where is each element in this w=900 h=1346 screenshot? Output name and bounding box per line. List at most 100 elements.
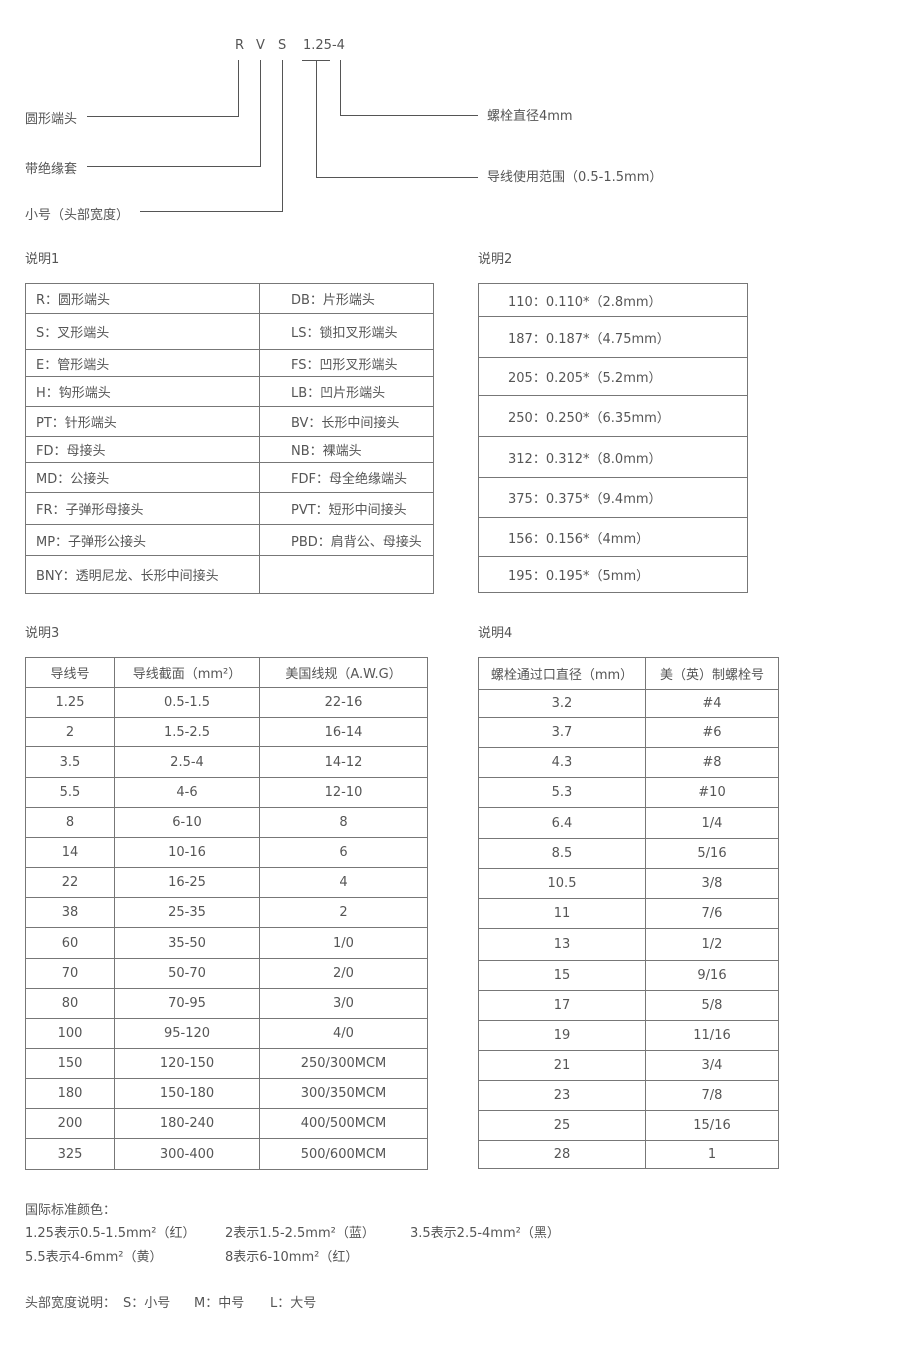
table-cell: 60 — [25, 927, 115, 959]
table-row: 200 180-240 400/500MCM — [25, 1108, 428, 1139]
table-row: PT：针形端头 BV：长形中间接头 — [25, 406, 434, 437]
table-cell: 400/500MCM — [259, 1108, 428, 1139]
section4-title: 说明4 — [478, 626, 513, 641]
table-row: 180 150-180 300/350MCM — [25, 1078, 428, 1109]
table-row: 17 5/8 — [478, 990, 779, 1021]
table-cell: 8.5 — [478, 838, 646, 869]
label-wire-range: 导线使用范围（0.5-1.5mm） — [487, 170, 663, 185]
table-cell: 0.5-1.5 — [114, 687, 260, 718]
table-cell: 70 — [25, 958, 115, 989]
table-row: 312：0.312*（8.0mm） — [478, 436, 748, 478]
table-cell: 17 — [478, 990, 646, 1021]
table-cell: 11/16 — [645, 1020, 779, 1051]
table-row: 14 10-16 6 — [25, 837, 428, 868]
table-row: E：管形端头 FS：凹形叉形端头 — [25, 349, 434, 377]
header-row: 螺栓通过口直径（mm） 美（英）制螺栓号 — [478, 657, 779, 690]
head-width-item: L：大号 — [270, 1296, 317, 1311]
table-row: BNY：透明尼龙、长形中间接头 — [25, 555, 434, 594]
header-row: 导线号 导线截面（mm²） 美国线规（A.W.G） — [25, 657, 428, 688]
table-cell: NB：裸端头 — [259, 436, 434, 463]
table-cell: #8 — [645, 747, 779, 778]
table-row: 3.5 2.5-4 14-12 — [25, 746, 428, 778]
table-row: 28 1 — [478, 1140, 779, 1169]
color-item: 3.5表示2.5-4mm²（黑） — [410, 1226, 560, 1241]
table-row: 1.25 0.5-1.5 22-16 — [25, 687, 428, 718]
terminal-type-table: R：圆形端头 DB：片形端头 S：叉形端头 LS：锁扣叉形端头 E：管形端头 FS：凹形叉… — [25, 283, 434, 594]
table-cell: 14-12 — [259, 746, 428, 778]
table-cell: 1/4 — [645, 807, 779, 839]
table-row: 150 120-150 250/300MCM — [25, 1048, 428, 1079]
table-row: FR：子弹形母接头 PVT：短形中间接头 — [25, 492, 434, 525]
table-row: 22 16-25 4 — [25, 867, 428, 898]
table-cell: 4.3 — [478, 747, 646, 778]
table-cell: LB：凹片形端头 — [259, 376, 434, 407]
table-cell: 10.5 — [478, 868, 646, 899]
code-letter-r: R — [235, 38, 245, 53]
table-cell: 180-240 — [114, 1108, 260, 1139]
column-header: 美国线规（A.W.G） — [259, 657, 428, 688]
table-cell: 16-25 — [114, 867, 260, 898]
table-cell: 1/0 — [259, 927, 428, 959]
table-row: H：钩形端头 LB：凹片形端头 — [25, 376, 434, 407]
table-cell: 22 — [25, 867, 115, 898]
head-width-item: M：中号 — [194, 1296, 245, 1311]
table-cell: 6-10 — [114, 807, 260, 838]
table-cell: 25-35 — [114, 897, 260, 928]
table-cell: 21 — [478, 1050, 646, 1081]
table-row: MP：子弹形公接头 PBD：肩背公、母接头 — [25, 524, 434, 556]
label-round-terminal: 圆形端头 — [25, 112, 78, 127]
table-row: 11 7/6 — [478, 898, 779, 929]
table-cell: 1 — [645, 1140, 779, 1169]
table-cell: 10-16 — [114, 837, 260, 868]
column-header: 导线号 — [25, 657, 115, 688]
table-cell: 13 — [478, 928, 646, 961]
table-cell: 6 — [259, 837, 428, 868]
table-cell: 7/6 — [645, 898, 779, 929]
table-cell: 500/600MCM — [259, 1138, 428, 1170]
table-cell: 312：0.312*（8.0mm） — [478, 436, 748, 478]
table-cell: 187：0.187*（4.75mm） — [478, 316, 748, 358]
table-row: 80 70-95 3/0 — [25, 988, 428, 1019]
color-item: 8表示6-10mm²（红） — [225, 1250, 359, 1265]
table-row: 38 25-35 2 — [25, 897, 428, 928]
table-cell: 200 — [25, 1108, 115, 1139]
table-row: 187：0.187*（4.75mm） — [478, 316, 748, 358]
table-cell: 150 — [25, 1048, 115, 1079]
table-cell: 25 — [478, 1110, 646, 1141]
table-row: 15 9/16 — [478, 960, 779, 991]
table-row: 8.5 5/16 — [478, 838, 779, 869]
table-cell: #4 — [645, 689, 779, 718]
table-cell: R：圆形端头 — [25, 283, 260, 314]
table-cell: 12-10 — [259, 777, 428, 808]
color-item: 5.5表示4-6mm²（黄） — [25, 1250, 163, 1265]
table-cell: 3.5 — [25, 746, 115, 778]
table-cell: 8 — [259, 807, 428, 838]
table-cell — [259, 555, 434, 594]
table-cell: 4/0 — [259, 1018, 428, 1049]
table-cell: 5/8 — [645, 990, 779, 1021]
table-row: 3.7 #6 — [478, 717, 779, 748]
table-row: 60 35-50 1/0 — [25, 927, 428, 959]
table-cell: 23 — [478, 1080, 646, 1111]
table-cell: 375：0.375*（9.4mm） — [478, 477, 748, 518]
table-row: 70 50-70 2/0 — [25, 958, 428, 989]
table-row: 23 7/8 — [478, 1080, 779, 1111]
table-cell: 38 — [25, 897, 115, 928]
table-cell: 28 — [478, 1140, 646, 1169]
table-cell: BV：长形中间接头 — [259, 406, 434, 437]
table-row: FD：母接头 NB：裸端头 — [25, 436, 434, 463]
table-row: MD：公接头 FDF：母全绝缘端头 — [25, 462, 434, 493]
section2-title: 说明2 — [478, 252, 513, 267]
table-cell: 1.5-2.5 — [114, 717, 260, 747]
code-size: 1.25-4 — [303, 38, 345, 53]
table-cell: PVT：短形中间接头 — [259, 492, 434, 525]
table-row: 4.3 #8 — [478, 747, 779, 778]
table-cell: LS：锁扣叉形端头 — [259, 313, 434, 350]
table-cell: 3/0 — [259, 988, 428, 1019]
table-cell: FR：子弹形母接头 — [25, 492, 260, 525]
section3-title: 说明3 — [25, 626, 60, 641]
table-cell: 205：0.205*（5.2mm） — [478, 357, 748, 396]
table-cell: 4-6 — [114, 777, 260, 808]
table-cell: H：钩形端头 — [25, 376, 260, 407]
table-cell: 11 — [478, 898, 646, 929]
